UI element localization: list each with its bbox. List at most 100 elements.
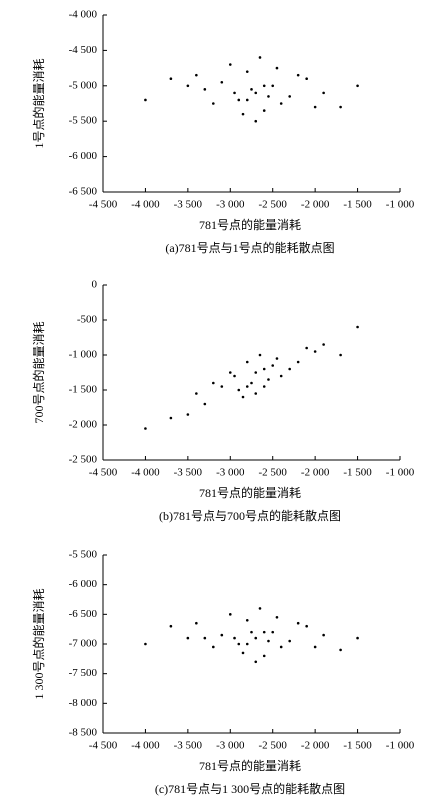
point <box>262 109 266 112</box>
x-tick-label: -1 500 <box>343 740 372 752</box>
point <box>233 91 236 95</box>
point <box>305 624 308 628</box>
point <box>241 395 245 399</box>
point <box>258 607 262 610</box>
caption: (a)781号点与1号点的能耗散点图 <box>165 240 334 255</box>
point <box>250 630 253 634</box>
y-axis-label: 1号点的能量消耗 <box>31 58 46 148</box>
point <box>339 648 342 652</box>
y-tick-label: -5 000 <box>69 79 98 91</box>
point <box>313 350 317 353</box>
point <box>322 91 325 95</box>
point <box>356 636 359 640</box>
caption: (c)781号点与1 300号点的能耗散点图 <box>155 781 345 796</box>
x-tick-label: -4 000 <box>131 199 160 211</box>
point <box>228 63 232 66</box>
point <box>258 56 262 59</box>
point <box>169 77 173 81</box>
point <box>313 105 317 109</box>
x-tick-label: -3 500 <box>174 199 203 211</box>
x-tick-label: -1 000 <box>386 199 415 211</box>
y-tick-label: -1 000 <box>69 349 98 361</box>
x-tick-label: -2 000 <box>301 740 330 752</box>
y-tick-label: -2 500 <box>69 454 98 466</box>
x-tick-label: -1 000 <box>386 467 415 479</box>
x-axis-label: 781号点的能量消耗 <box>199 485 301 500</box>
point <box>203 636 207 640</box>
x-tick-label: -2 000 <box>301 199 330 211</box>
point <box>250 88 253 91</box>
y-tick-label: -8 500 <box>69 727 98 739</box>
x-tick-label: -4 500 <box>89 199 118 211</box>
point <box>237 642 241 646</box>
point <box>254 636 258 640</box>
point <box>144 98 147 102</box>
x-tick-label: -4 500 <box>89 740 118 752</box>
point <box>296 73 300 77</box>
point <box>271 84 275 88</box>
y-tick-label: -500 <box>77 314 98 326</box>
y-tick-label: -5 500 <box>69 115 98 127</box>
point <box>279 102 283 105</box>
x-tick-label: -1 500 <box>343 199 372 211</box>
point <box>313 645 317 649</box>
point <box>339 105 342 109</box>
x-tick-label: -1 000 <box>386 740 415 752</box>
point <box>241 651 245 655</box>
point <box>267 378 270 381</box>
x-tick-label: -2 500 <box>259 467 288 479</box>
x-tick-label: -3 000 <box>216 199 245 211</box>
point <box>212 102 215 105</box>
point <box>279 645 283 649</box>
point <box>195 392 198 395</box>
point <box>245 385 249 388</box>
point <box>275 357 279 360</box>
point <box>288 367 291 371</box>
x-tick-label: -2 500 <box>259 199 288 211</box>
point <box>267 95 270 98</box>
point <box>220 80 224 84</box>
y-tick-label: -2 000 <box>69 419 98 431</box>
point <box>212 381 215 385</box>
point <box>169 624 173 628</box>
y-tick-label: -4 000 <box>69 9 98 21</box>
point <box>220 633 224 637</box>
y-tick-label: -6 000 <box>69 578 98 590</box>
point <box>305 77 308 81</box>
x-tick-label: -1 500 <box>343 467 372 479</box>
y-tick-label: -6 500 <box>69 186 98 198</box>
point <box>245 618 249 622</box>
x-tick-label: -3 000 <box>216 467 245 479</box>
point <box>296 360 300 364</box>
x-tick-label: -2 500 <box>259 740 288 752</box>
y-tick-label: -5 500 <box>69 549 98 561</box>
y-axis-label: 1 300号点的能量消耗 <box>31 588 46 699</box>
point <box>262 630 266 634</box>
point <box>233 636 236 640</box>
point <box>203 88 207 91</box>
point <box>228 613 232 616</box>
point <box>254 119 258 123</box>
point <box>254 660 258 664</box>
y-tick-label: -1 500 <box>69 384 98 396</box>
point <box>228 371 232 374</box>
point <box>144 642 147 646</box>
point <box>258 353 262 357</box>
point <box>186 636 190 640</box>
point <box>262 367 266 371</box>
point <box>339 353 342 357</box>
point <box>254 91 258 95</box>
point <box>144 427 147 430</box>
y-tick-label: -8 000 <box>69 697 98 709</box>
point <box>245 360 249 364</box>
point <box>262 385 266 388</box>
point <box>275 616 279 619</box>
point <box>271 364 275 367</box>
point <box>195 621 198 625</box>
y-axis-label: 700号点的能量消耗 <box>31 321 46 423</box>
point <box>271 630 275 634</box>
x-axis-label: 781号点的能量消耗 <box>199 758 301 773</box>
point <box>250 381 253 385</box>
point <box>212 645 215 649</box>
